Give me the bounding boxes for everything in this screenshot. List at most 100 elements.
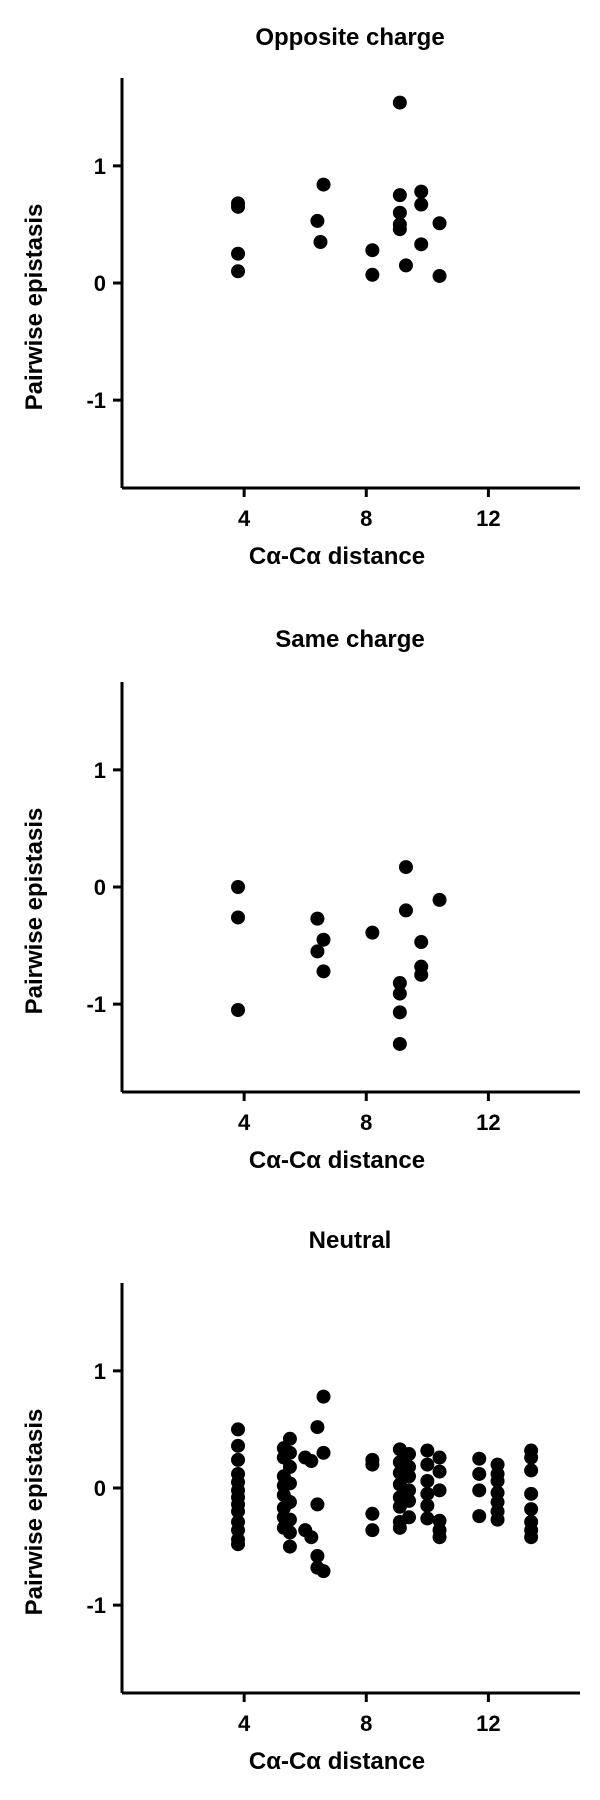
- data-point: [524, 1450, 539, 1465]
- data-point: [316, 932, 331, 947]
- data-point: [231, 1537, 246, 1552]
- data-point: [316, 1564, 331, 1579]
- data-point: [432, 1464, 447, 1479]
- data-point: [414, 184, 429, 199]
- data-point: [402, 1510, 417, 1525]
- x-tick-label: 12: [476, 1110, 500, 1135]
- data-point: [282, 1539, 297, 1554]
- data-point: [414, 237, 429, 252]
- data-point: [310, 1420, 325, 1435]
- data-point: [392, 1036, 407, 1051]
- data-point: [392, 188, 407, 203]
- x-tick-label: 4: [238, 1110, 251, 1135]
- data-point: [310, 944, 325, 959]
- data-point: [392, 986, 407, 1001]
- data-point: [392, 1520, 407, 1535]
- chart-panel-3: Neutral 4 8 12 1 0 -1 Cα-Cα distance Pairwise ep…: [21, 1227, 580, 1775]
- y-axis-label: Pairwise epistasis: [21, 808, 48, 1015]
- data-point: [365, 243, 380, 258]
- y-tick-label: 1: [94, 758, 106, 783]
- data-point: [490, 1473, 505, 1488]
- data-point: [402, 1483, 417, 1498]
- chart-panel-1: Opposite charge 4 8 12 1 0 -1 Cα-Cα distance Pai…: [21, 24, 580, 570]
- data-point: [365, 267, 380, 282]
- data-point: [282, 1431, 297, 1446]
- data-point: [231, 246, 246, 261]
- data-point: [316, 177, 331, 192]
- x-tick-label: 4: [238, 1711, 251, 1736]
- data-point: [420, 1457, 435, 1472]
- data-point: [231, 1422, 246, 1437]
- series-points: [231, 95, 447, 283]
- data-point: [231, 1438, 246, 1453]
- data-point: [524, 1502, 539, 1517]
- data-point: [365, 1523, 380, 1538]
- data-point: [432, 1450, 447, 1465]
- data-point: [282, 1459, 297, 1474]
- data-point: [472, 1483, 487, 1498]
- data-point: [231, 910, 246, 925]
- data-point: [282, 1512, 297, 1527]
- series-points: [231, 860, 447, 1051]
- data-point: [472, 1509, 487, 1524]
- data-point: [398, 903, 413, 918]
- x-tick-label: 8: [360, 506, 372, 531]
- y-axis-label: Pairwise epistasis: [21, 1409, 48, 1616]
- data-point: [490, 1512, 505, 1527]
- data-point: [432, 1483, 447, 1498]
- data-point: [432, 1530, 447, 1545]
- data-point: [392, 205, 407, 220]
- data-point: [304, 1530, 319, 1545]
- data-point: [231, 264, 246, 279]
- data-point: [414, 967, 429, 982]
- data-point: [402, 1493, 417, 1508]
- x-axis-label: Cα-Cα distance: [249, 1748, 425, 1775]
- x-tick-label: 8: [360, 1711, 372, 1736]
- data-point: [524, 1530, 539, 1545]
- data-point: [304, 1454, 319, 1469]
- data-point: [524, 1463, 539, 1478]
- data-point: [398, 258, 413, 273]
- data-point: [316, 1445, 331, 1460]
- chart-panel-2: Same charge 4 8 12 1 0 -1 Cα-Cα distance Pairwis…: [21, 626, 580, 1174]
- data-point: [414, 935, 429, 950]
- data-point: [524, 1486, 539, 1501]
- data-point: [282, 1525, 297, 1540]
- data-point: [282, 1495, 297, 1510]
- chart-title: Neutral: [309, 1227, 392, 1254]
- data-point: [392, 976, 407, 991]
- data-point: [420, 1511, 435, 1526]
- y-tick-label: 1: [94, 1359, 106, 1384]
- data-point: [392, 1005, 407, 1020]
- data-point: [231, 1504, 246, 1519]
- y-tick-label: -1: [86, 992, 106, 1017]
- data-point: [282, 1445, 297, 1460]
- y-axis-label: Pairwise epistasis: [21, 204, 48, 411]
- data-point: [472, 1466, 487, 1481]
- x-tick-label: 12: [476, 1711, 500, 1736]
- x-tick-label: 12: [476, 506, 500, 531]
- data-point: [231, 880, 246, 894]
- y-tick-label: 0: [94, 1476, 106, 1501]
- data-point: [310, 1548, 325, 1563]
- data-point: [310, 1497, 325, 1512]
- data-point: [231, 199, 246, 214]
- data-point: [420, 1443, 435, 1458]
- data-point: [365, 1506, 380, 1521]
- y-tick-label: -1: [86, 388, 106, 413]
- y-tick-label: 0: [94, 875, 106, 900]
- data-point: [316, 964, 331, 979]
- data-point: [231, 1003, 246, 1017]
- data-point: [432, 268, 447, 283]
- data-point: [420, 1486, 435, 1501]
- data-point: [432, 216, 447, 231]
- y-tick-label: 0: [94, 271, 106, 296]
- chart-title: Same charge: [275, 626, 424, 653]
- data-point: [313, 235, 328, 249]
- x-axis-label: Cα-Cα distance: [249, 1147, 425, 1174]
- chart-title: Opposite charge: [255, 24, 444, 51]
- data-point: [420, 1498, 435, 1513]
- data-point: [392, 222, 407, 237]
- data-point: [282, 1476, 297, 1491]
